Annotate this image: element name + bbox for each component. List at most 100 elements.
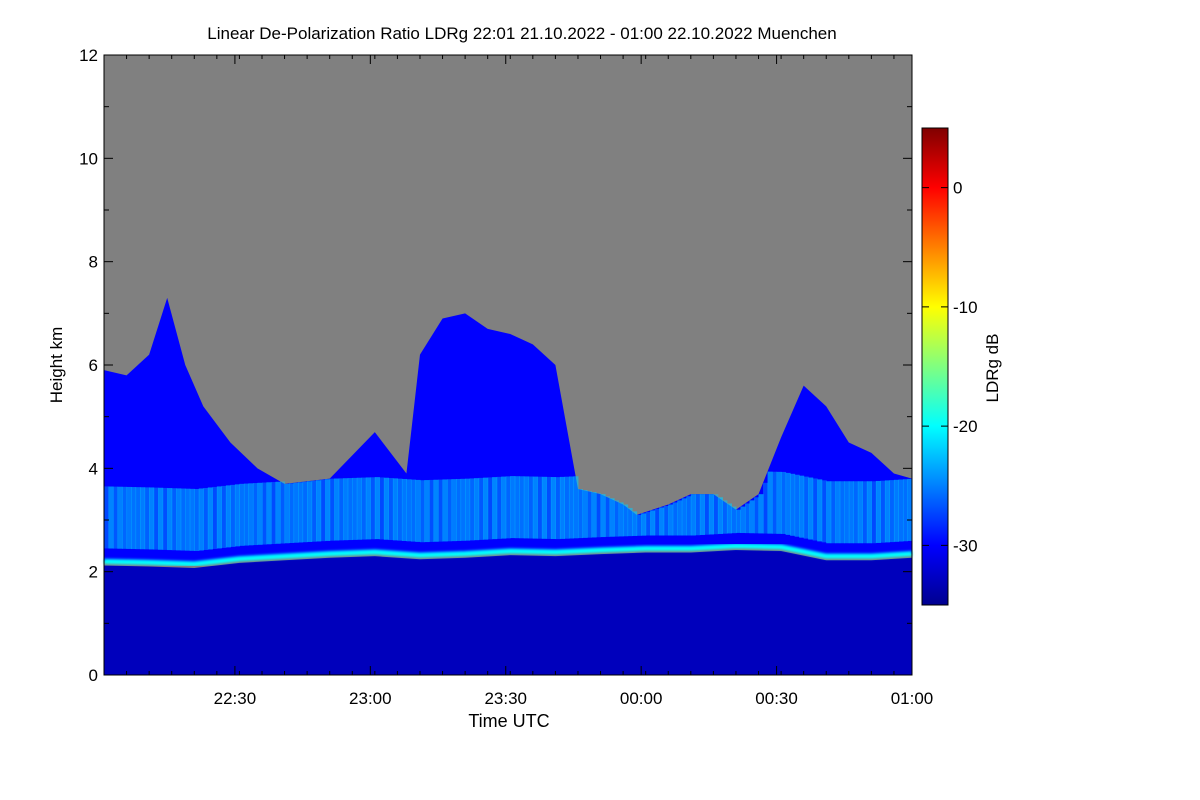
x-tick-label: 01:00 <box>891 689 934 708</box>
mixed-layer-column <box>812 478 818 541</box>
mixed-layer-column <box>591 492 597 538</box>
ldr-field <box>103 297 913 675</box>
mixed-layer-column <box>483 477 489 540</box>
mixed-layer-column <box>884 480 890 543</box>
mixed-layer-column <box>239 483 245 546</box>
mixed-layer-column <box>663 505 669 536</box>
mixed-layer-column <box>207 487 213 550</box>
mixed-layer-column <box>329 478 335 541</box>
mixed-layer-column <box>853 481 859 544</box>
mixed-layer-column <box>772 471 778 534</box>
mixed-layer-column <box>586 491 593 538</box>
mixed-layer-column <box>880 480 886 543</box>
mixed-layer-column <box>654 508 660 536</box>
mixed-layer-column <box>866 481 872 544</box>
mixed-layer-column <box>605 496 611 537</box>
chart-title: Linear De-Polarization Ratio LDRg 22:01 … <box>207 24 836 43</box>
mixed-layer-column <box>302 481 308 543</box>
mixed-layer-column <box>275 481 281 544</box>
mixed-layer-column <box>528 476 534 539</box>
mixed-layer-column <box>717 497 723 534</box>
mixed-layer-column <box>352 477 358 540</box>
mixed-layer-column <box>555 477 561 540</box>
mixed-layer-column <box>708 494 714 535</box>
mixed-layer-column <box>686 496 692 536</box>
mixed-layer-column <box>234 484 240 547</box>
mixed-layer-column <box>465 478 471 541</box>
colorbar-label: LDRg dB <box>983 334 1002 403</box>
mixed-layer-column <box>261 482 268 545</box>
mixed-layer-column <box>158 487 164 550</box>
mixed-layer-column <box>659 507 665 536</box>
mixed-layer-column <box>460 478 466 541</box>
mixed-layer-column <box>898 479 904 542</box>
mixed-layer-column <box>271 482 277 545</box>
mixed-layer-column <box>131 487 137 550</box>
mixed-layer-column <box>392 478 398 541</box>
mixed-layer-column <box>893 479 899 542</box>
mixed-layer-column <box>568 476 574 539</box>
mixed-layer-column <box>677 500 683 536</box>
mixed-layer-column <box>754 497 760 534</box>
mixed-layer-column <box>397 478 403 541</box>
mixed-layer-column <box>577 489 583 539</box>
mixed-layer-column <box>122 486 128 549</box>
mixed-layer-column <box>356 477 362 540</box>
mixed-layer-column <box>162 487 168 550</box>
mixed-layer-column <box>735 509 741 533</box>
mixed-layer-column <box>284 483 290 544</box>
mixed-layer-column <box>212 486 218 549</box>
mixed-layer-column <box>117 486 123 549</box>
mixed-layer-column <box>862 481 868 544</box>
mixed-layer-column <box>600 494 606 538</box>
mixed-layer-column <box>704 494 710 535</box>
mixed-layer-column <box>469 478 475 541</box>
mixed-layer-column <box>104 486 110 549</box>
mixed-layer-column <box>248 483 254 546</box>
colorbar-tick-label: -30 <box>953 536 978 555</box>
mixed-layer-column <box>189 488 195 551</box>
x-tick-label: 23:30 <box>484 689 527 708</box>
mixed-layer-column <box>320 479 326 542</box>
mixed-layer-column <box>361 477 367 540</box>
mixed-layer-column <box>731 506 737 534</box>
mixed-layer-column <box>636 514 642 536</box>
mixed-layer-column <box>198 488 204 551</box>
mixed-layer-column <box>419 480 425 543</box>
mixed-layer-column <box>523 476 529 539</box>
mixed-layer-column <box>379 477 385 540</box>
mixed-layer-column <box>839 481 845 544</box>
x-axis-label: Time UTC <box>468 711 549 731</box>
mixed-layer-column <box>902 479 908 542</box>
mixed-layer-column <box>289 483 295 543</box>
mixed-layer-column <box>474 478 480 541</box>
mixed-layer-column <box>681 498 687 536</box>
x-tick-label: 23:00 <box>349 689 392 708</box>
y-tick-label: 10 <box>79 149 98 168</box>
mixed-layer-column <box>505 476 511 539</box>
mixed-layer-column <box>830 481 836 544</box>
plot-area <box>103 55 913 675</box>
mixed-layer-column <box>726 503 732 534</box>
mixed-layer-column <box>108 486 114 549</box>
mixed-layer-column <box>668 504 674 536</box>
y-axis: 0 2 4 6 8 10 12 <box>79 46 912 685</box>
mixed-layer-column <box>406 479 412 542</box>
mixed-layer-column <box>149 487 155 550</box>
x-tick-label: 00:00 <box>620 689 663 708</box>
mixed-layer-column <box>203 487 209 550</box>
mixed-layer-column <box>447 479 453 542</box>
mixed-layer-column <box>266 482 272 545</box>
mixed-layer-column <box>641 513 647 536</box>
mixed-layer-column <box>740 506 746 534</box>
mixed-layer-column <box>875 480 881 543</box>
mixed-layer-column <box>311 480 317 542</box>
mixed-layer-column <box>803 476 809 539</box>
mixed-layer-column <box>167 488 173 551</box>
mixed-layer-column <box>907 478 913 541</box>
mixed-layer-column <box>744 503 750 534</box>
y-tick-label: 4 <box>89 459 98 478</box>
mixed-layer-column <box>519 476 525 539</box>
y-axis-label: Height km <box>47 327 66 404</box>
